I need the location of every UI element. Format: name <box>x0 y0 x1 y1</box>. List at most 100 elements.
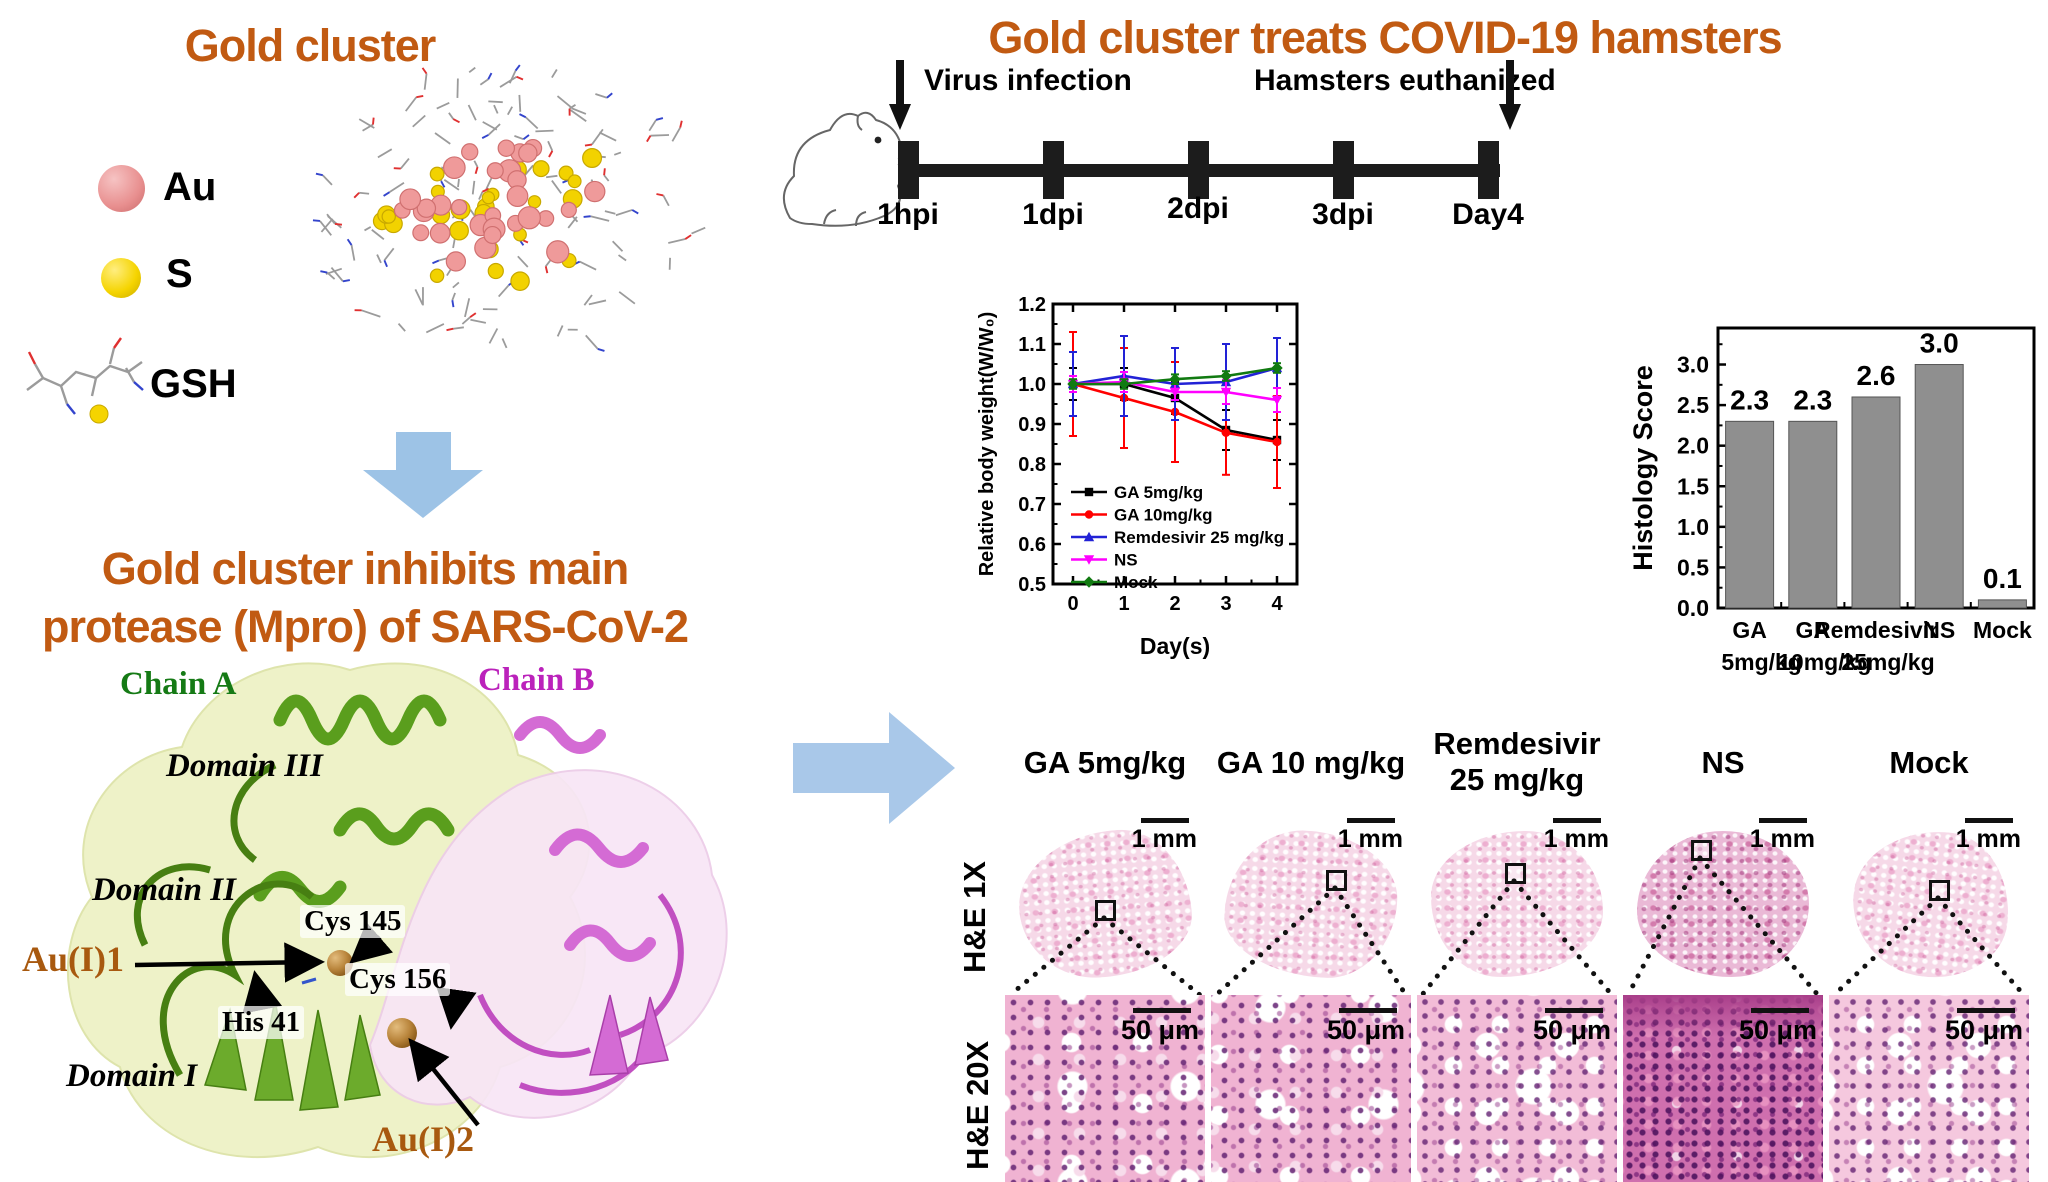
he20x-panel-remdesivir: 50 μm <box>1417 995 1617 1182</box>
domain-ii-label: Domain II <box>92 872 236 908</box>
treatment-title: Gold cluster treats COVID-19 hamsters <box>988 12 1782 63</box>
he-1x-row-label: H&E 1X <box>957 861 992 973</box>
svg-text:GA 5mg/kg: GA 5mg/kg <box>1114 483 1203 502</box>
chain-b-ribbons <box>514 716 656 962</box>
lung-tissue-20x <box>1417 995 1617 1182</box>
mpro-title: Gold cluster inhibits main protease (Mpr… <box>10 540 720 655</box>
mpro-title-line2: protease (Mpro) of SARS-CoV-2 <box>41 600 689 652</box>
chain-a-beta-sheets <box>203 999 381 1111</box>
bronchiole-band <box>1623 995 1823 1037</box>
he1x-panel-ga10: 1 mm <box>1211 808 1411 986</box>
he20x-panel-ga5: 50 μm <box>1005 995 1205 1182</box>
svg-text:Remdesivir 25 mg/kg: Remdesivir 25 mg/kg <box>1114 528 1284 547</box>
svg-text:1: 1 <box>1118 593 1129 615</box>
svg-text:Mock: Mock <box>1114 573 1158 592</box>
hist-header-ga10: GA 10 mg/kg <box>1216 745 1406 780</box>
svg-text:0.9: 0.9 <box>1018 414 1046 436</box>
chain-a-label: Chain A <box>120 666 237 702</box>
he1x-panel-ga5: 1 mm <box>1005 808 1205 986</box>
hist-header-remdesivir: Remdesivir 25 mg/kg <box>1433 726 1601 797</box>
lung-section <box>1431 831 1603 978</box>
hamsters-euthanized-arrow-icon <box>1499 60 1521 130</box>
chain-b-beta-sheets <box>589 994 669 1076</box>
he20x-panel-ns: 50 μm <box>1623 995 1823 1182</box>
he1x-panel-remdesivir: 1 mm <box>1417 808 1617 986</box>
timeline-tick-day4 <box>1478 141 1499 199</box>
gsh-sulfur-sphere <box>89 404 109 424</box>
cys145-label: Cys 145 <box>300 905 406 938</box>
scalebar-1mm <box>1141 818 1189 823</box>
svg-text:5mg/kg: 5mg/kg <box>1721 649 1802 675</box>
svg-text:Day(s): Day(s) <box>1140 633 1210 659</box>
he-20x-row-label: H&E 20X <box>960 1040 995 1170</box>
svg-text:GA 10mg/kg: GA 10mg/kg <box>1114 506 1213 525</box>
he1x-panel-mock: 1 mm <box>1829 808 2029 986</box>
svg-text:Histology Score: Histology Score <box>1628 365 1658 571</box>
au2-label: Au(I)2 <box>372 1119 475 1159</box>
svg-text:2: 2 <box>1169 593 1180 615</box>
svg-text:0.8: 0.8 <box>1018 454 1046 476</box>
scalebar-1mm <box>1553 818 1601 823</box>
hamsters-euthanized-label: Hamsters euthanized <box>1254 64 1556 97</box>
timeline-label-2dpi: 2dpi <box>1167 192 1229 225</box>
timeline-label-3dpi: 3dpi <box>1312 198 1374 231</box>
hamster-icon <box>783 111 912 227</box>
hist-header-ga5: GA 5mg/kg <box>1023 745 1187 780</box>
svg-text:10mg/kg: 10mg/kg <box>1778 649 1871 675</box>
svg-text:Mock: Mock <box>1973 617 2032 643</box>
svg-text:3.0: 3.0 <box>1920 328 1959 359</box>
au-sphere-icon <box>98 165 145 212</box>
timeline-label-day4: Day4 <box>1452 198 1524 231</box>
zoom-connector-lines <box>1007 855 2027 998</box>
virus-infection-label: Virus infection <box>924 64 1132 97</box>
timeline-tick-2dpi <box>1188 141 1209 199</box>
cys156-label: Cys 156 <box>345 963 451 996</box>
timeline-tick-1dpi <box>1043 141 1064 199</box>
annotation-arrows <box>134 922 480 1127</box>
down-arrow-icon <box>363 432 483 518</box>
svg-text:GA: GA <box>1732 617 1767 643</box>
gold-cluster-title: Gold cluster <box>184 20 437 71</box>
s-sphere-icon <box>101 258 141 298</box>
body-weight-chart: 0.5 0.6 0.7 0.8 0.9 1.0 1.1 1.2 0 1 2 3 4 GA 5mg/kg GA… <box>976 294 1299 659</box>
svg-text:2.6: 2.6 <box>1857 360 1896 391</box>
his41-label: His 41 <box>218 1006 305 1039</box>
timeline-tick-1hpi <box>898 141 919 199</box>
scalebar-50um <box>1957 1008 2015 1013</box>
scalebar-1mm <box>1347 818 1395 823</box>
svg-text:2.0: 2.0 <box>1677 433 1709 459</box>
mpro-title-line1: Gold cluster inhibits main <box>101 543 630 594</box>
svg-text:0.6: 0.6 <box>1018 534 1046 556</box>
svg-text:1.5: 1.5 <box>1677 473 1709 499</box>
s-legend-label: S <box>166 252 193 296</box>
hist-header-ns: NS <box>1701 745 1745 780</box>
he20x-panel-mock: 50 μm <box>1829 995 2029 1182</box>
svg-text:0.1: 0.1 <box>1983 563 2022 594</box>
virus-infection-arrow-icon <box>889 60 911 130</box>
svg-text:3: 3 <box>1220 593 1231 615</box>
gsh-legend-label: GSH <box>150 362 237 406</box>
scalebar-50um <box>1545 1008 1603 1013</box>
svg-text:0: 0 <box>1067 593 1078 615</box>
lung-tissue-20x <box>1211 995 1411 1182</box>
scalebar-50um <box>1751 1008 1809 1013</box>
gsh-molecule-icon <box>26 337 144 424</box>
svg-text:NS: NS <box>1923 617 1955 643</box>
svg-text:0.7: 0.7 <box>1018 494 1046 516</box>
au-legend-label: Au <box>163 165 217 209</box>
chain-b-label: Chain B <box>478 662 595 698</box>
au1-label: Au(I)1 <box>22 939 125 979</box>
svg-text:0.5: 0.5 <box>1677 554 1709 580</box>
svg-text:GA: GA <box>1796 617 1831 643</box>
svg-text:Remdesivir: Remdesivir <box>1814 617 1938 643</box>
right-arrow-icon <box>793 712 955 824</box>
svg-text:0.0: 0.0 <box>1677 595 1709 621</box>
histology-score-chart: 0.0 0.5 1.0 1.5 2.0 2.5 3.0 2.3 GA 5mg/kg 2.3 GA 10m… <box>1628 326 2036 675</box>
he1x-panel-ns: 1 mm <box>1623 808 1823 986</box>
svg-text:3.0: 3.0 <box>1677 352 1709 378</box>
svg-text:0.5: 0.5 <box>1018 574 1046 596</box>
he20x-panel-ga10: 50 μm <box>1211 995 1411 1182</box>
timeline-label-1dpi: 1dpi <box>1022 198 1084 231</box>
svg-text:4: 4 <box>1271 593 1283 615</box>
svg-text:Relative body weight(W/W₀): Relative body weight(W/W₀) <box>976 312 998 577</box>
